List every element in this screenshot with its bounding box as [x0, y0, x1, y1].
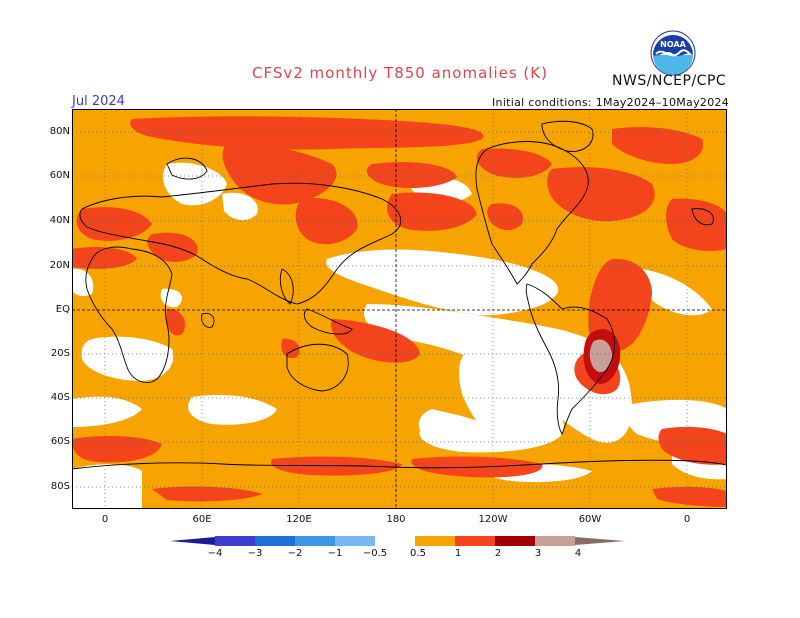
colorbar-label-1: −3 [247, 548, 263, 559]
colorbar-label-0: −4 [207, 548, 223, 559]
initial-conditions-label: Initial conditions: 1May2024–10May2024 [492, 96, 730, 109]
coastlines [72, 120, 727, 470]
colorbar-segment-4 [335, 536, 375, 546]
colorbar-segment-3 [295, 536, 335, 546]
colorbar-segment-9 [535, 536, 575, 546]
lon-label-180: 180 [386, 514, 406, 525]
lat-label-60n: 60N [49, 170, 70, 181]
lat-label-40s: 40S [50, 392, 70, 403]
colorbar-segment-7 [455, 536, 495, 546]
anomaly-regions-1-2k [72, 116, 727, 507]
colorbar-segment-1 [215, 536, 255, 546]
lon-label-60e: 60E [192, 514, 212, 525]
valid-month-label: Jul 2024 [72, 94, 125, 109]
colorbar-label-5: 0.5 [410, 548, 426, 559]
lat-label-20s: 20S [50, 348, 70, 359]
map-frame [72, 109, 727, 509]
colorbar-segment-5 [375, 536, 415, 546]
colorbar [170, 536, 625, 546]
colorbar-segment-6 [415, 536, 455, 546]
gridlines [72, 109, 727, 509]
colorbar-arrow-low [170, 537, 215, 545]
lat-label-80s: 80S [50, 481, 70, 492]
colorbar-segment-2 [255, 536, 295, 546]
lat-label-60s: 60S [50, 436, 70, 447]
colorbar-label-2: −2 [287, 548, 303, 559]
lon-label-60w: 60W [578, 514, 602, 525]
lon-label-120w: 120W [478, 514, 508, 525]
organization-label: NWS/NCEP/CPC [612, 73, 727, 89]
lon-label-120e: 120E [286, 514, 312, 525]
noaa-logo-icon: NOAA [650, 30, 696, 76]
anomaly-map [72, 109, 727, 509]
lat-label-eq: EQ [55, 304, 70, 315]
lon-label-0: 0 [101, 514, 109, 525]
colorbar-label-7: 2 [494, 548, 502, 559]
colorbar-label-8: 3 [534, 548, 542, 559]
lat-label-20n: 20N [49, 260, 70, 271]
chart-title: CFSv2 monthly T850 anomalies (K) [252, 64, 548, 82]
colorbar-arrow-high [575, 537, 625, 545]
lon-label-0-east: 0 [683, 514, 691, 525]
lat-label-40n: 40N [49, 215, 70, 226]
colorbar-label-9: 4 [574, 548, 582, 559]
colorbar-label-4: −0.5 [362, 548, 388, 559]
svg-text:NOAA: NOAA [660, 40, 686, 49]
anomaly-region-3-4k [589, 339, 613, 373]
colorbar-label-3: −1 [327, 548, 343, 559]
colorbar-label-6: 1 [454, 548, 462, 559]
colorbar-segment-8 [495, 536, 535, 546]
lat-label-80n: 80N [49, 126, 70, 137]
